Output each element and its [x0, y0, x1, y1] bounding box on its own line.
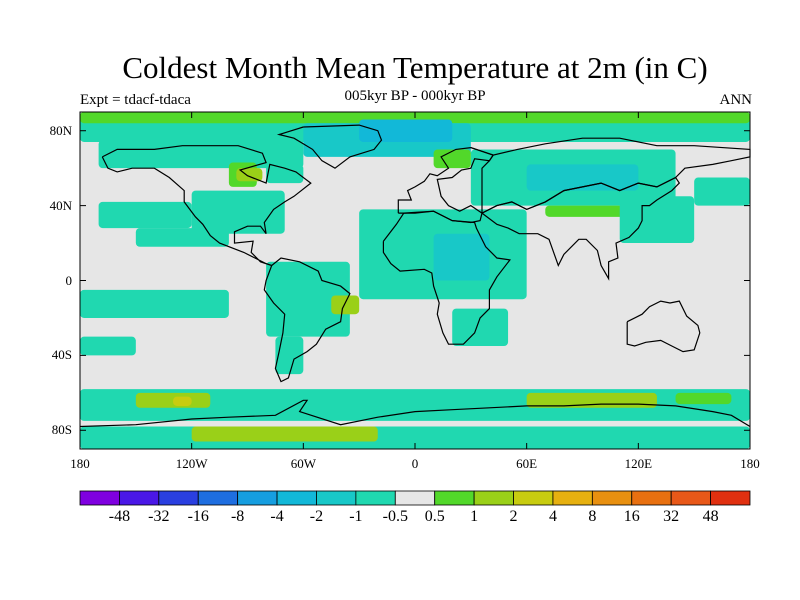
colorbar-label: 8 — [588, 508, 597, 525]
colorbar-label: 16 — [623, 508, 640, 525]
x-tick-label: 180 — [740, 456, 760, 471]
colorbar-label: -8 — [230, 508, 245, 525]
colorbar-label: 32 — [663, 508, 680, 525]
colorbar-label: 4 — [548, 508, 557, 525]
temperature-anomaly-region — [331, 295, 360, 315]
temperature-anomaly-region — [433, 233, 490, 281]
map-title: Coldest Month Mean Temperature at 2m (in… — [122, 50, 708, 85]
coastline — [101, 145, 312, 267]
temperature-field — [80, 112, 750, 449]
coastline — [626, 300, 701, 353]
temperature-anomaly-region — [694, 177, 750, 206]
x-tick-label: 180 — [70, 456, 90, 471]
temperature-anomaly-region — [80, 289, 229, 318]
y-tick-label: 80N — [49, 122, 72, 138]
temperature-anomaly-region — [433, 149, 471, 169]
colorbar-label: 1 — [470, 508, 479, 525]
x-tick-label: 60W — [290, 456, 316, 471]
x-tick-label: 120E — [624, 456, 653, 471]
y-tick-label: 40N — [49, 197, 72, 213]
y-tick-label: 0 — [65, 272, 73, 288]
colorbar-label: -16 — [187, 508, 209, 525]
axis-ticks — [79, 112, 751, 449]
temperature-anomaly-region — [266, 261, 350, 337]
coastline — [79, 399, 751, 428]
temperature-anomaly-region — [80, 336, 136, 356]
x-tick-label: 0 — [411, 456, 419, 471]
temperature-anomaly-region — [526, 164, 639, 191]
temperature-anomaly-region — [191, 190, 285, 234]
temperature-anomaly-region — [98, 140, 304, 169]
colorbar-label: 0.5 — [424, 508, 445, 525]
coastline — [263, 257, 351, 383]
coastline — [481, 176, 681, 281]
temperature-anomaly-region — [191, 426, 378, 442]
colorbar-label: -1 — [349, 508, 363, 525]
colorbar-label: -48 — [108, 508, 131, 525]
temperature-anomaly-region — [135, 392, 211, 408]
temperature-anomaly-region — [359, 119, 453, 142]
temperature-anomaly-region — [266, 164, 304, 184]
x-tick-label: 60E — [516, 456, 538, 471]
season-label: ANN — [719, 92, 753, 108]
x-tick-label: 120W — [175, 456, 208, 471]
y-tick-label: 80S — [51, 422, 72, 438]
map-subtitle: 005kyr BP - 000kyr BP — [344, 88, 486, 104]
coastline — [276, 124, 383, 169]
coastline — [382, 210, 511, 345]
colorbar-label: -4 — [270, 508, 284, 525]
colorbar-label: 48 — [702, 508, 719, 525]
colorbar-label: -0.5 — [382, 508, 408, 525]
temperature-anomaly-region — [619, 196, 695, 244]
y-tick-label: 40S — [51, 347, 72, 363]
colorbar-label: 2 — [509, 508, 518, 525]
temperature-anomaly-region — [98, 201, 192, 229]
temperature-anomaly-region — [173, 396, 192, 406]
coastlines — [79, 124, 751, 428]
coastline — [397, 146, 495, 224]
experiment-label: Expt = tdacf-tdaca — [80, 92, 191, 108]
temperature-anomaly-region — [275, 336, 304, 375]
temperature-anomaly-region — [675, 392, 732, 405]
colorbar-label: -2 — [309, 508, 324, 525]
temperature-anomaly-region — [452, 308, 509, 347]
colorbar-label: -32 — [148, 508, 170, 525]
